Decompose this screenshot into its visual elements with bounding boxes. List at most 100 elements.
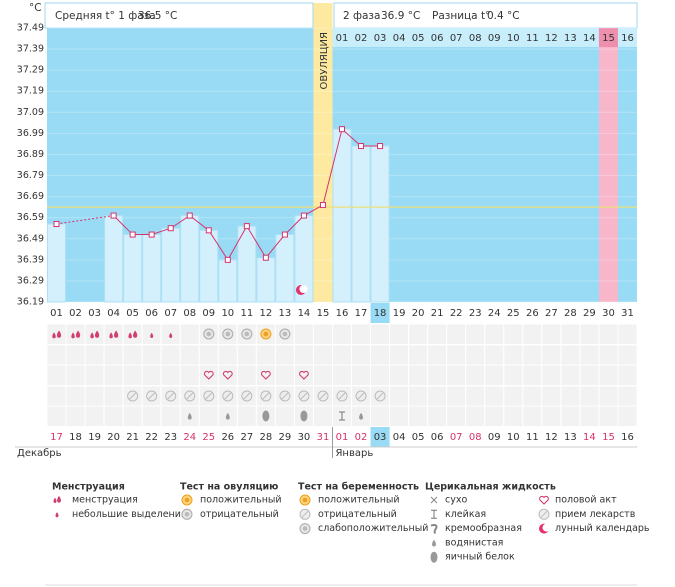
symbol-cell [312,364,333,386]
symbol-cell [198,364,219,386]
date-label: 30 [298,432,311,443]
temperature-bar [218,259,238,303]
phase2-box [333,2,638,29]
symbol-cell [541,385,562,407]
symbol-cell [579,364,600,386]
symbol-cell [84,385,105,407]
pill-icon-line [301,510,309,518]
legend-item: положительный [200,495,282,506]
drop-icon [55,512,59,518]
symbol-cell [408,405,429,427]
legend-item: отрицательный [200,509,279,520]
legend-item: водянистая [445,537,503,548]
y-tick-label: 36.49 [17,233,44,244]
pill-icon-line [129,392,136,400]
cycle-day-label: 11 [240,308,253,319]
symbol-cell [408,385,429,407]
phase2-day-label: 10 [507,33,520,44]
cycle-day-label: 08 [183,308,196,319]
temperature-point [262,254,269,261]
symbol-cell [84,364,105,386]
y-tick-label: 37.19 [17,86,44,97]
drop-icon [114,330,119,338]
date-label: 21 [126,432,139,443]
symbol-cell [541,364,562,386]
heart-icon [222,370,233,380]
symbol-cell [84,405,105,427]
test-icon-core [184,512,190,517]
temperature-bar [47,223,67,303]
symbol-cell [122,364,143,386]
moon-icon-shade [542,523,551,532]
symbol-cell [598,385,619,407]
symbol-cell [236,364,257,386]
y-tick-label: 36.39 [17,254,44,265]
ovulation-label: ОВУЛЯЦИЯ [319,32,330,90]
temperature-point [53,221,60,228]
symbol-cell [46,385,67,407]
cycle-day-label: 02 [69,308,82,319]
symbol-cell [560,344,581,366]
symbol-cell [465,364,486,386]
symbol-cell [484,364,505,386]
unit-label: °C [29,2,42,14]
temperature-point [300,212,307,219]
symbol-cell [617,405,638,427]
phase2-day-label: 07 [450,33,463,44]
temperature-point [339,126,345,133]
cycle-day-label: 18 [374,308,387,319]
symbol-cell [446,364,467,386]
pill-icon-line [281,392,289,400]
difference-label: Разница t° [432,10,490,22]
cycle-day-label: 12 [260,308,273,319]
symbol-cell [617,323,638,345]
drop-icon [359,412,363,420]
y-tick-label: 37.29 [17,65,44,76]
drop-icon [432,539,436,547]
cycle-day-label: 26 [526,308,539,319]
symbol-cell [370,364,391,386]
symbol-cell [408,344,429,366]
temperature-bar [104,215,124,303]
drop-icon [225,412,230,420]
date-label: 05 [412,432,425,443]
phase1-label: Средняя t° 1 фаза [55,10,156,22]
symbol-cell [389,344,410,366]
symbol-cell [46,364,67,386]
drop-icon [53,497,57,503]
temperature-point [243,223,250,230]
temperature-point [129,231,136,238]
symbol-cell [217,364,238,386]
date-label: 07 [450,432,463,443]
symbol-cell [427,323,448,345]
symbol-cell [579,385,600,407]
symbol-cell [198,405,219,427]
legend-title: Тест на овуляцию [180,482,278,493]
symbol-cell [46,405,67,427]
symbol-cell [427,364,448,386]
symbol-cell [560,364,581,386]
legend-item: прием лекарств [555,509,636,520]
dry-icon [430,496,438,504]
symbol-cell [122,344,143,366]
phase2-day-label: 09 [488,33,501,44]
symbol-cell [389,405,410,427]
symbol-cell [141,344,162,366]
symbol-cell [103,364,124,386]
symbol-cell [484,323,505,345]
pill-icon-line [357,392,365,400]
highlight-column-header [598,28,618,47]
temperature-bar [370,145,390,303]
symbol-cell [484,344,505,366]
cycle-day-label: 25 [507,308,520,319]
pill-icon-line [224,392,232,400]
cycle-day-label: 31 [621,308,634,319]
cycle-day-label: 29 [583,308,596,319]
symbol-cell [160,364,181,386]
heart-icon [299,370,309,380]
temperature-bar [123,234,143,303]
date-label: 24 [183,432,196,443]
symbol-cell [122,323,143,345]
legend-item: кремообразная [445,523,522,534]
symbol-cell [598,344,619,366]
